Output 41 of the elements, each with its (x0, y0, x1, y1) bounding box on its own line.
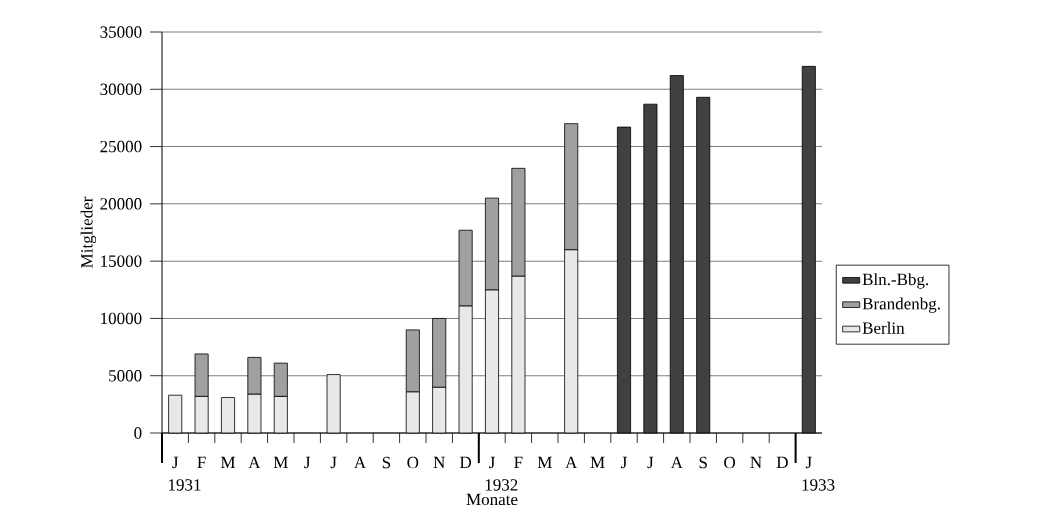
y-tick-label: 5000 (109, 369, 142, 382)
y-tick-label: 20000 (100, 198, 142, 210)
x-tick-label: M (220, 456, 236, 468)
legend-label: Berlin (862, 321, 905, 334)
x-tick-label: M (590, 456, 605, 468)
y-tick-label: 35000 (100, 26, 142, 38)
x-tick-label: A (354, 456, 367, 469)
x-tick-label: S (382, 456, 391, 469)
x-axis-title: Monate (466, 493, 518, 506)
x-tick-label: S (699, 456, 707, 469)
x-tick-label: D (459, 456, 472, 469)
x-tick-label: N (750, 456, 762, 468)
x-tick-label: M (537, 456, 552, 468)
y-axis-title: Mitglieder (80, 196, 97, 268)
y-tick-label: 25000 (100, 140, 142, 153)
x-tick-label: F (514, 456, 523, 468)
text: 1931 (168, 479, 201, 491)
x-tick-label: J (172, 456, 179, 469)
x-tick-label: O (724, 456, 736, 469)
x-tick-label: A (248, 456, 261, 469)
y-tick-label: 0 (134, 427, 142, 439)
x-tick-label: J (647, 456, 654, 469)
text: 1933 (802, 479, 835, 491)
x-tick-label: N (433, 456, 445, 468)
legend-label: Bln.-Bbg. (862, 273, 929, 289)
x-tick-label: J (304, 456, 311, 469)
y-tick-label: 15000 (101, 255, 142, 267)
x-tick-label: A (670, 456, 683, 469)
x-tick-label: J (805, 456, 812, 469)
x-tick-label: F (197, 456, 206, 468)
x-tick-label: J (621, 456, 627, 469)
x-tick-label: M (273, 456, 288, 468)
text: 1932 (485, 479, 518, 491)
y-tick-label: 10000 (101, 312, 142, 325)
x-tick-label: O (407, 456, 419, 469)
x-tick-label: J (330, 456, 337, 469)
x-tick-label: D (776, 456, 788, 469)
x-tick-label: J (489, 456, 495, 469)
x-tick-label: A (565, 456, 578, 469)
y-tick-label: 30000 (100, 83, 142, 96)
legend-label: Brandenbg. (862, 297, 940, 313)
